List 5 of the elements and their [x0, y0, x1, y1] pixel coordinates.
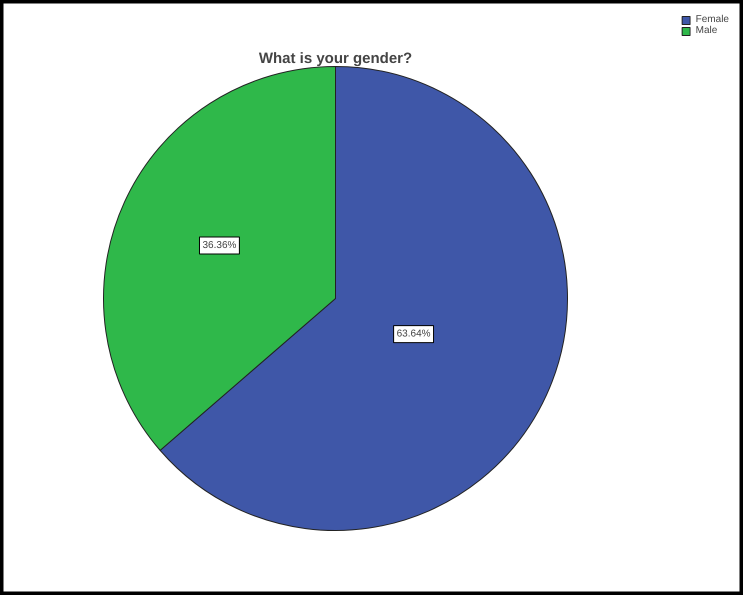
text: What is your gender? [258, 50, 412, 67]
data-label: 63.64% [396, 328, 431, 340]
data-label: 36.36% [202, 240, 237, 251]
legend-label: Male [696, 25, 718, 36]
legend-label: Female [696, 14, 729, 25]
